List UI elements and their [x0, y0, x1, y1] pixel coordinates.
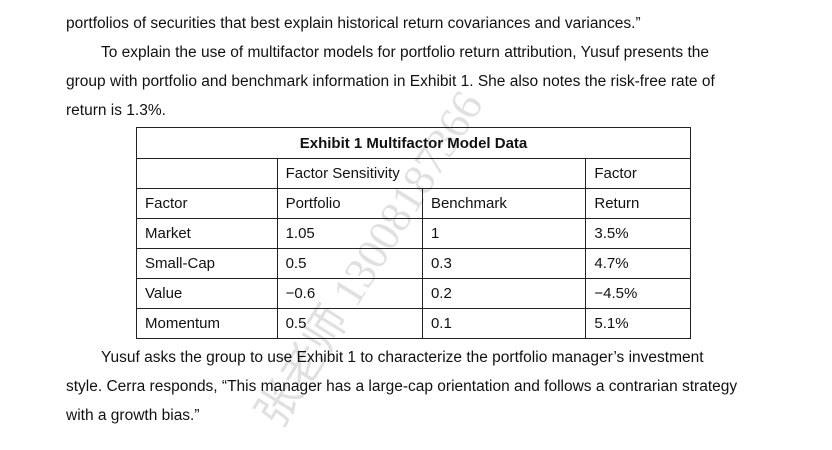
header-cell — [136, 158, 278, 189]
cell-return: 4.7% — [585, 248, 691, 279]
exhibit-1-table: Exhibit 1 Multifactor Model Data Factor … — [136, 127, 691, 339]
cell-benchmark: 0.2 — [421, 278, 587, 309]
paragraph-line: with a growth bias.” — [66, 407, 200, 424]
header-cell: Factor — [136, 188, 278, 219]
cell-portfolio: −0.6 — [276, 278, 423, 309]
cell-benchmark: 1 — [421, 218, 587, 249]
table-title-row: Exhibit 1 Multifactor Model Data — [136, 127, 691, 159]
paragraph-line: return is 1.3%. — [66, 102, 166, 119]
header-cell: Portfolio — [276, 188, 423, 219]
paragraph-line: To explain the use of multifactor models… — [101, 44, 709, 61]
cell-benchmark: 0.1 — [421, 308, 587, 339]
cell-factor: Momentum — [136, 308, 278, 339]
cell-return: 5.1% — [585, 308, 691, 339]
header-factor-sensitivity: Factor Sensitivity — [276, 158, 587, 189]
table-row: Momentum 0.5 0.1 5.1% — [136, 308, 691, 339]
paragraph-line: portfolios of securities that best expla… — [66, 15, 641, 32]
paragraph-line: Yusuf asks the group to use Exhibit 1 to… — [101, 349, 704, 366]
exhibit-title: Exhibit 1 Multifactor Model Data — [136, 127, 691, 159]
table-row: Small-Cap 0.5 0.3 4.7% — [136, 248, 691, 279]
table-row: Value −0.6 0.2 −4.5% — [136, 278, 691, 309]
header-cell: Factor — [585, 158, 691, 189]
cell-factor: Small-Cap — [136, 248, 278, 279]
cell-portfolio: 0.5 — [276, 248, 423, 279]
cell-factor: Value — [136, 278, 278, 309]
cell-portfolio: 0.5 — [276, 308, 423, 339]
cell-benchmark: 0.3 — [421, 248, 587, 279]
cell-portfolio: 1.05 — [276, 218, 423, 249]
paragraph-line: style. Cerra responds, “This manager has… — [66, 378, 738, 395]
cell-return: −4.5% — [585, 278, 691, 309]
cell-factor: Market — [136, 218, 278, 249]
table-header-row-bottom: Factor Portfolio Benchmark Return — [136, 188, 691, 219]
header-cell: Return — [585, 188, 691, 219]
cell-return: 3.5% — [585, 218, 691, 249]
table-row: Market 1.05 1 3.5% — [136, 218, 691, 249]
table-header-row-top: Factor Sensitivity Factor — [136, 158, 691, 189]
paragraph-line: group with portfolio and benchmark infor… — [66, 73, 715, 90]
header-cell: Benchmark — [421, 188, 587, 219]
